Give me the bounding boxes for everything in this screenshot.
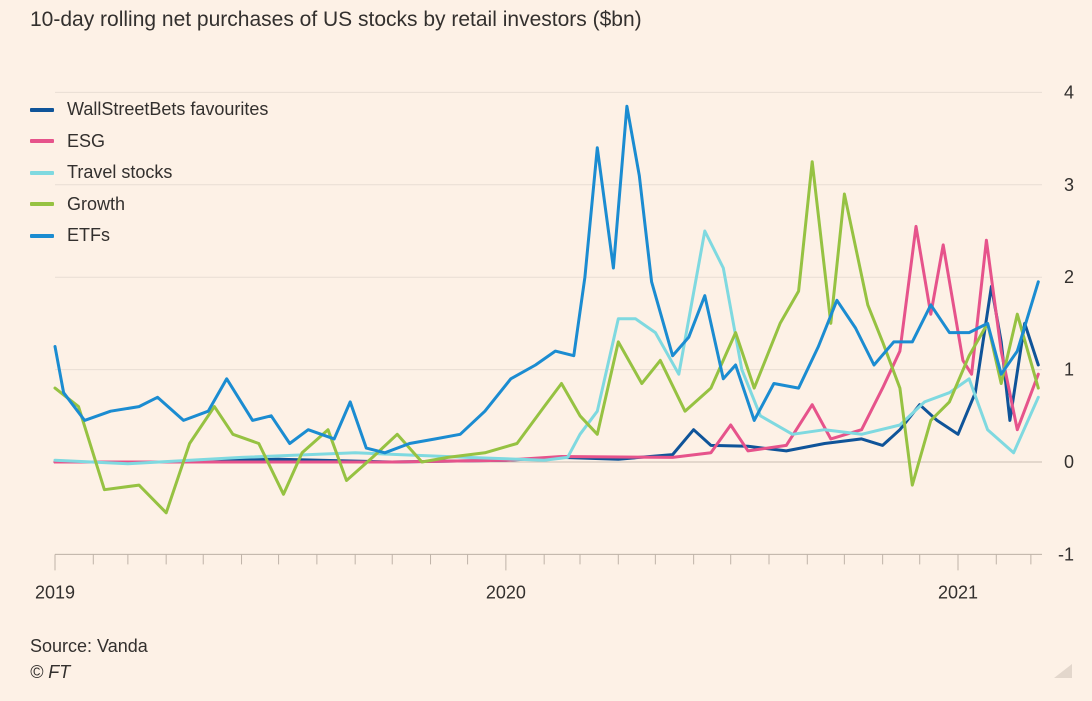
source-note: Source: Vanda	[30, 636, 148, 656]
legend-swatch	[30, 170, 54, 175]
legend-item: ETFs	[30, 220, 268, 252]
y-tick-label: 2	[1064, 267, 1074, 287]
chart-title: 10-day rolling net purchases of US stock…	[30, 8, 642, 31]
x-tick-label: 2019	[35, 582, 75, 602]
series-line-3	[53, 160, 1040, 515]
y-tick-label: 3	[1064, 175, 1074, 195]
credit-note: © FT	[30, 662, 71, 682]
series-line-4	[53, 104, 1040, 455]
y-tick-label: 0	[1064, 452, 1074, 472]
y-tick-label: -1	[1058, 544, 1074, 564]
legend-swatch	[30, 233, 54, 238]
series-line-0	[53, 284, 1040, 464]
x-tick-label: 2021	[938, 582, 978, 602]
legend-swatch	[30, 107, 54, 112]
series-lines	[53, 104, 1040, 515]
axis: -1 0 1 2 3 4 2019 2020 2021	[35, 82, 1074, 602]
legend-label: ESG	[67, 130, 106, 151]
y-tick-label: 4	[1064, 82, 1074, 102]
legend-label: Growth	[67, 193, 126, 214]
legend-label: WallStreetBets favourites	[67, 99, 269, 120]
x-tick-label: 2020	[486, 582, 526, 602]
legend-swatch	[30, 202, 54, 207]
legend-item: ESG	[30, 126, 268, 158]
legend-label: ETFs	[67, 225, 110, 246]
legend-label: Travel stocks	[67, 162, 173, 183]
resize-handle-icon[interactable]	[1054, 664, 1072, 678]
legend-item: WallStreetBets favourites	[30, 94, 268, 126]
series-line-2	[53, 229, 1040, 466]
legend: WallStreetBets favourites ESG Travel stock…	[30, 94, 268, 252]
legend-swatch	[30, 139, 54, 144]
y-tick-label: 1	[1064, 360, 1074, 380]
legend-item: Growth	[30, 189, 268, 221]
legend-item: Travel stocks	[30, 157, 268, 189]
